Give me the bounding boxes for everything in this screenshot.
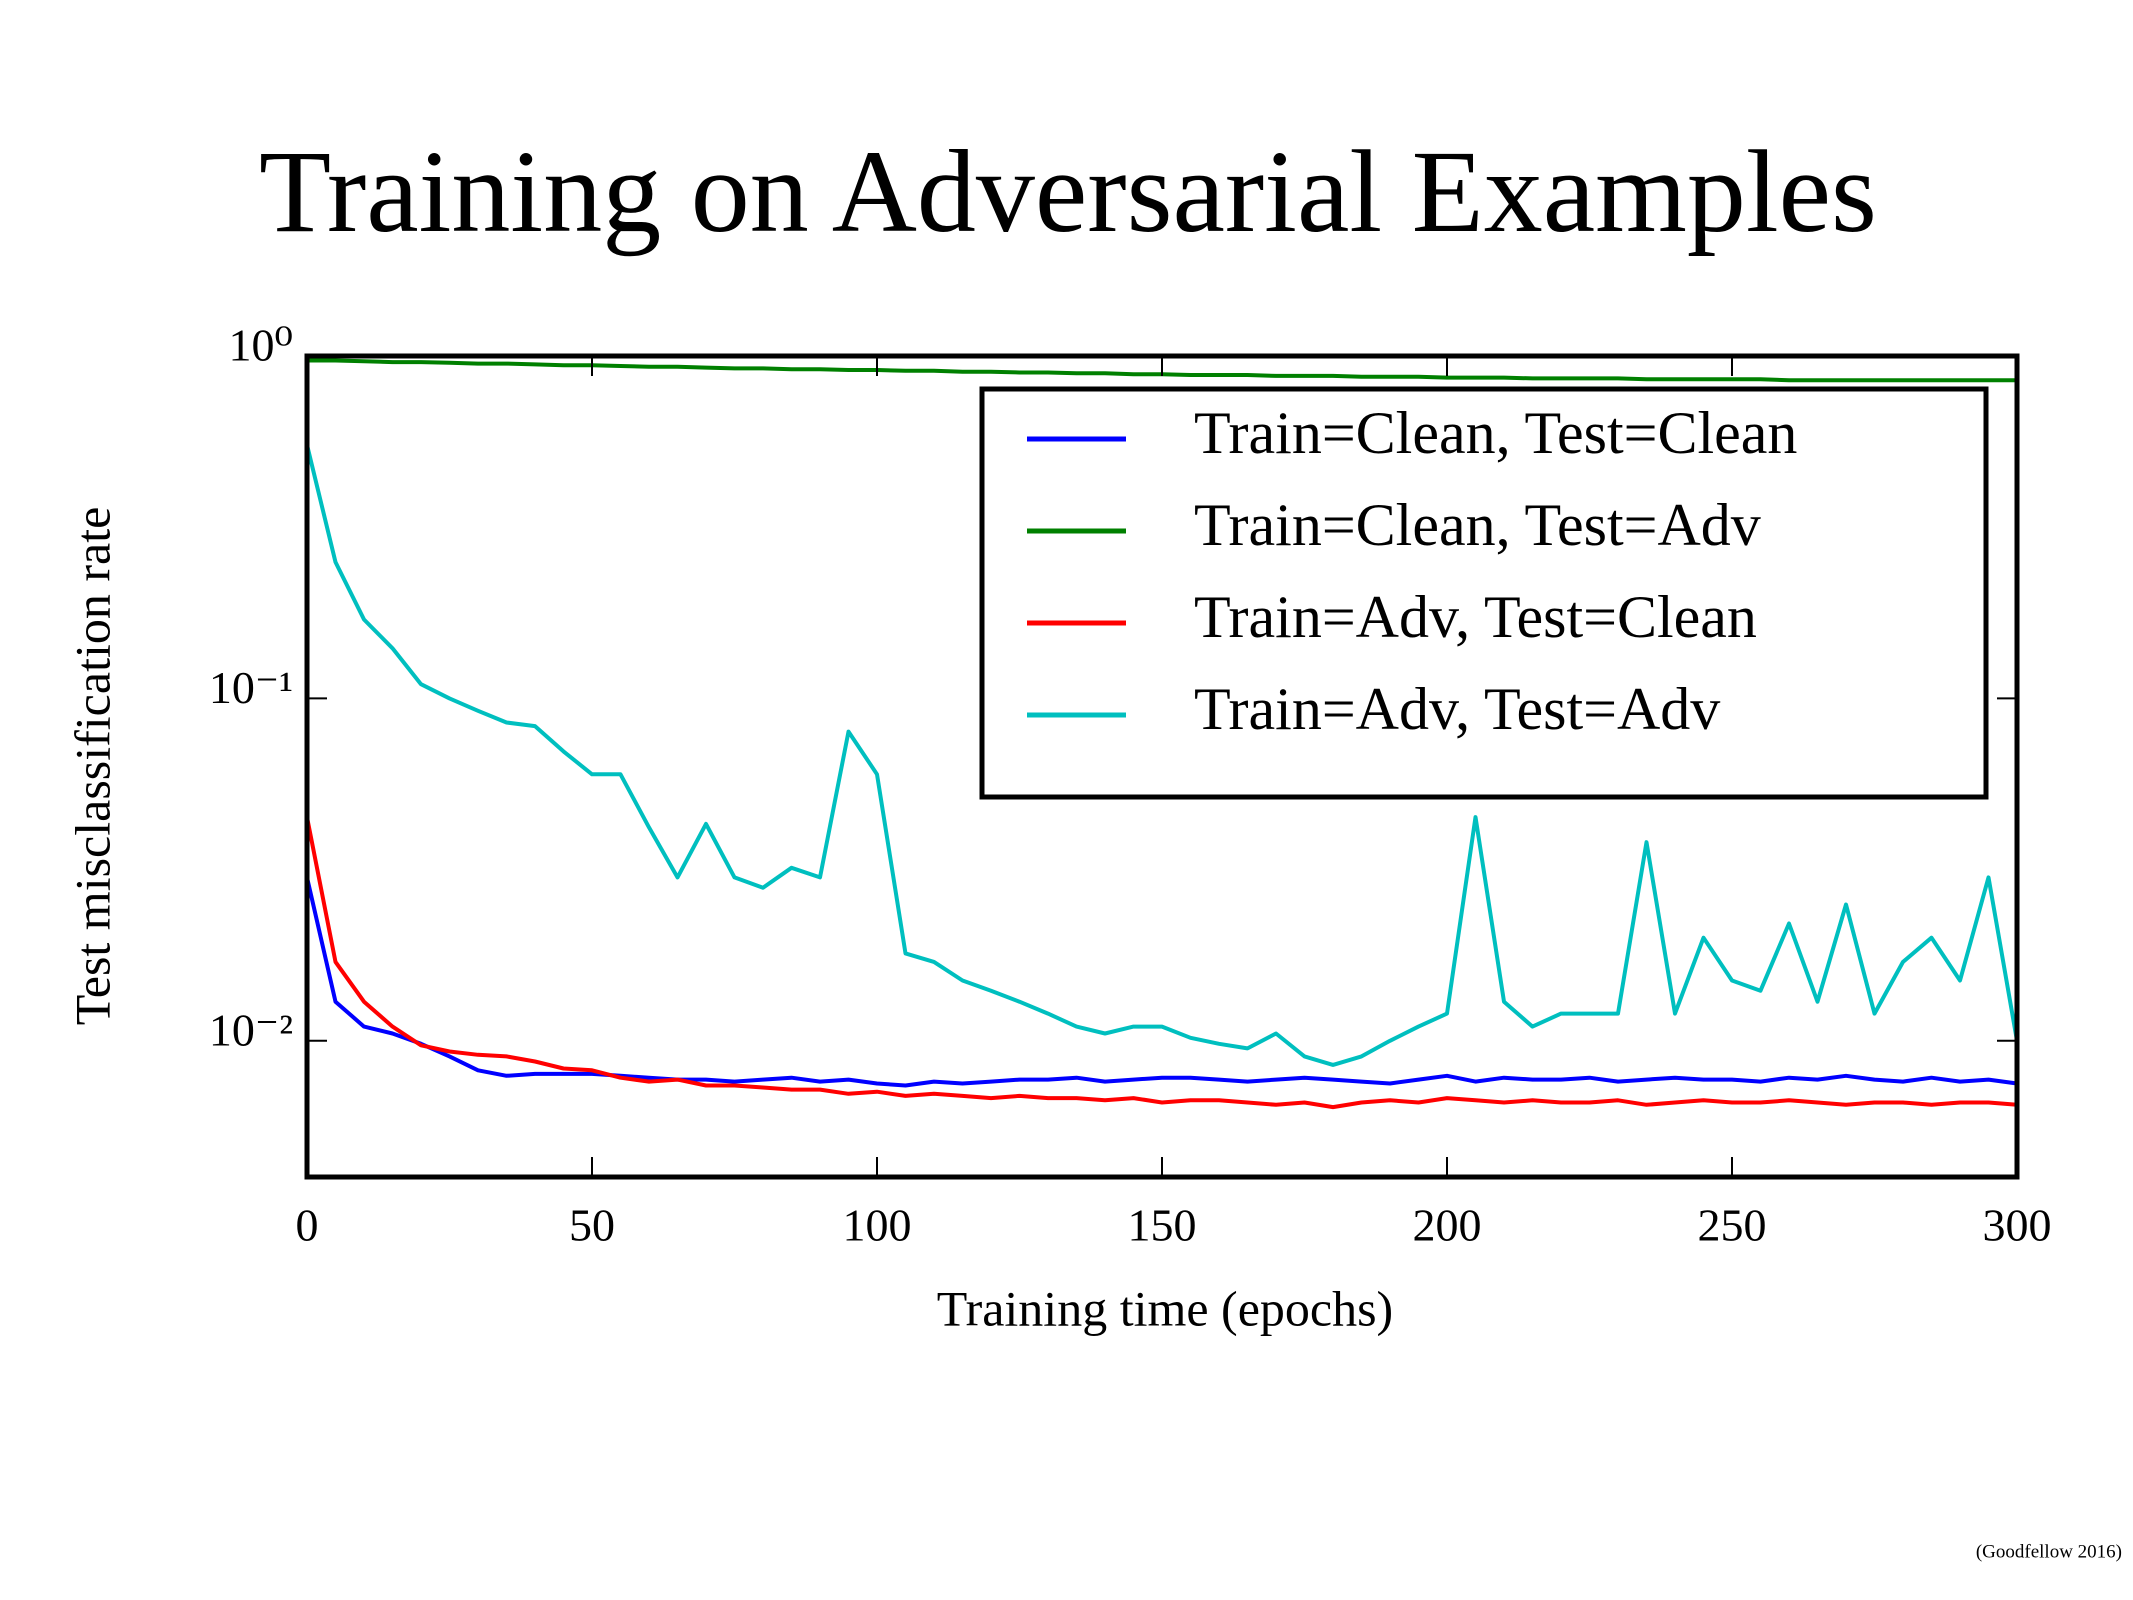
x-tick-label: 100 <box>843 1200 912 1251</box>
legend-label: Train=Adv, Test=Clean <box>1194 584 1757 650</box>
x-tick-label: 250 <box>1698 1200 1767 1251</box>
series-line <box>305 444 2019 1067</box>
x-tick-label: 300 <box>1983 1200 2052 1251</box>
legend-label: Train=Clean, Test=Clean <box>1194 400 1797 466</box>
x-tick-label: 50 <box>569 1200 615 1251</box>
y-tick-label: 10⁰ <box>229 320 293 371</box>
legend-label: Train=Adv, Test=Adv <box>1194 676 1720 742</box>
footnote: (Goodfellow 2016) <box>1976 1541 2122 1562</box>
y-tick-label: 10⁻² <box>209 1004 293 1055</box>
x-tick-label: 150 <box>1128 1200 1197 1251</box>
x-axis-label: Training time (epochs) <box>937 1280 1393 1336</box>
legend-box <box>979 386 1989 800</box>
chart-title: Training on Adversarial Examples <box>259 126 1877 257</box>
series-line <box>305 816 2018 1110</box>
x-tick-label: 0 <box>296 1200 319 1251</box>
series-line <box>305 876 2018 1088</box>
legend-label: Train=Clean, Test=Adv <box>1194 492 1761 558</box>
y-tick-label: 10⁻¹ <box>209 662 293 713</box>
y-axis-label: Test misclassification rate <box>64 507 120 1026</box>
x-tick-label: 200 <box>1413 1200 1482 1251</box>
